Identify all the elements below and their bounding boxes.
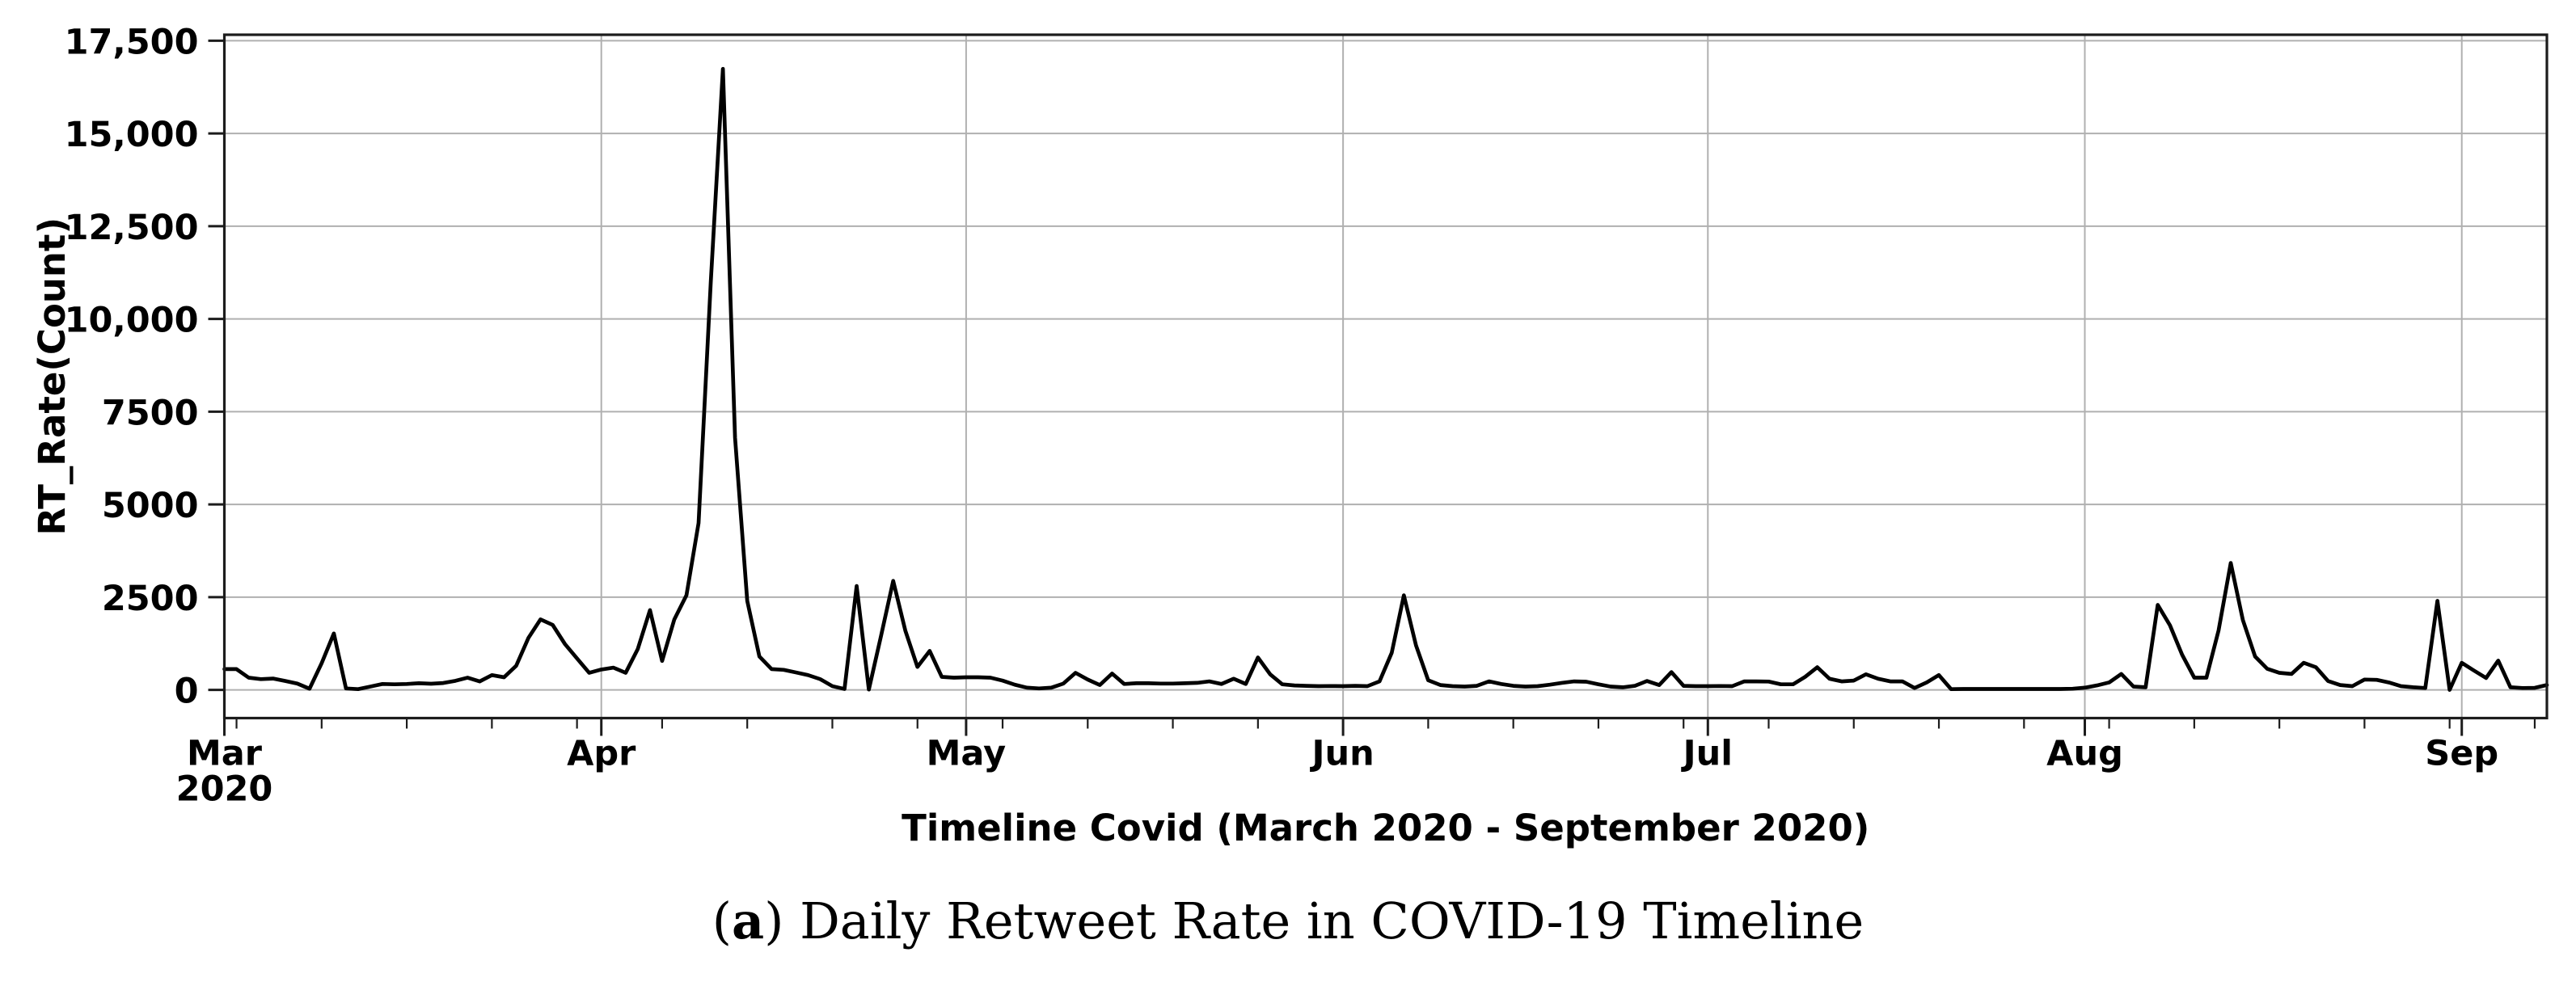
figure-caption: (a) Daily Retweet Rate in COVID-19 Timel… xyxy=(0,891,2576,950)
x-tick-sublabel: 2020 xyxy=(176,769,273,810)
caption-paren-open: ( xyxy=(712,891,732,950)
x-tick-label: Aug xyxy=(2046,734,2123,774)
y-tick-label: 5000 xyxy=(102,486,199,526)
x-tick-label: Mar xyxy=(187,734,263,774)
x-tick-label: May xyxy=(927,734,1007,774)
y-axis-title: RT_Rate(Count) xyxy=(31,217,74,536)
y-tick-label: 15,000 xyxy=(65,115,199,155)
caption-text: Daily Retweet Rate in COVID-19 Timeline xyxy=(783,891,1864,950)
caption-panel-letter: a xyxy=(732,891,765,950)
x-tick-label: Sep xyxy=(2425,734,2498,774)
rt-rate-series-line xyxy=(222,66,2549,692)
y-tick-label: 7500 xyxy=(102,393,199,433)
caption-paren-close: ) xyxy=(764,891,784,950)
y-tick-label: 2500 xyxy=(102,579,199,619)
y-tick-label: 10,000 xyxy=(65,301,199,341)
y-tick-label: 12,500 xyxy=(65,208,199,248)
x-tick-label: Jun xyxy=(1309,734,1374,774)
plot-frame xyxy=(222,33,2549,720)
x-tick-label: Jul xyxy=(1681,734,1733,774)
y-tick-label: 0 xyxy=(175,672,199,712)
x-axis-title: Timeline Covid (March 2020 - September 2… xyxy=(902,807,1869,849)
x-tick-label: Apr xyxy=(567,734,636,774)
y-tick-label: 17,500 xyxy=(65,22,199,62)
